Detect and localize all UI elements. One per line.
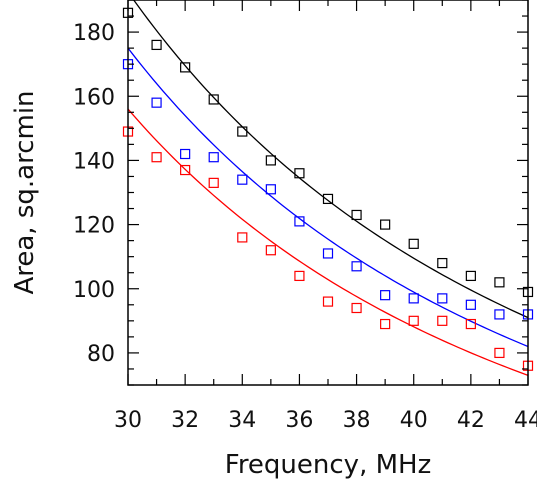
data-point-s2 [351, 261, 362, 272]
data-point-s1 [265, 155, 276, 166]
data-point-s1 [408, 238, 419, 249]
y-tick-label: 180 [73, 21, 115, 46]
data-point-s3 [437, 315, 448, 326]
data-point-s1 [380, 219, 391, 230]
x-tick-label: 32 [171, 408, 199, 433]
data-point-s3 [151, 152, 162, 163]
data-point-s2 [322, 248, 334, 259]
x-tick-label: 34 [228, 408, 256, 433]
data-point-s1 [180, 62, 191, 73]
data-point-s1 [294, 168, 305, 179]
fit-curve-2 [127, 47, 529, 348]
data-point-s2 [465, 299, 476, 310]
x-tick-label: 30 [114, 408, 142, 433]
data-point-s3 [294, 270, 305, 282]
data-point-s2 [437, 293, 448, 304]
fit-curve-1 [133, 0, 529, 319]
data-point-s1 [208, 94, 219, 105]
x-tick-label: 44 [514, 408, 537, 433]
x-tick-label: 42 [457, 408, 485, 433]
axis-ticks [127, 0, 529, 386]
x-tick-label: 36 [285, 408, 313, 433]
data-point-s3 [408, 315, 419, 326]
data-point-s2 [294, 216, 305, 227]
data-point-s2 [180, 148, 191, 160]
data-point-s1 [351, 209, 362, 221]
fit-curve-3 [127, 108, 529, 376]
data-point-s3 [208, 177, 219, 188]
data-point-s3 [322, 296, 334, 307]
y-tick-labels: 80 100 120 140 160 180 [73, 21, 115, 367]
data-point-s1 [237, 126, 248, 137]
y-axis-title: Area, sq.arcmin [10, 90, 40, 294]
data-point-s1 [151, 39, 162, 51]
data-point-s1 [437, 257, 448, 269]
data-point-s2 [265, 184, 276, 195]
data-point-s3 [494, 347, 505, 359]
data-point-s2 [151, 97, 162, 108]
data-point-s2 [208, 152, 219, 163]
data-markers [122, 7, 534, 371]
fit-curves [127, 0, 529, 376]
data-point-s1 [494, 277, 505, 288]
data-point-s3 [465, 318, 476, 330]
y-tick-label: 160 [73, 85, 115, 110]
data-point-s2 [494, 309, 505, 320]
data-point-s3 [351, 302, 362, 314]
data-point-s2 [380, 290, 391, 301]
data-point-s2 [237, 174, 248, 185]
x-axis-title: Frequency, MHz [225, 450, 431, 480]
y-tick-label: 80 [87, 342, 115, 367]
plot-frame [127, 0, 529, 386]
data-point-s1 [322, 193, 334, 205]
data-point-s3 [265, 245, 276, 256]
data-point-s3 [237, 232, 248, 243]
y-tick-label: 120 [73, 214, 115, 239]
y-tick-label: 100 [73, 278, 115, 303]
x-tick-label: 38 [343, 408, 371, 433]
data-point-s3 [380, 318, 391, 330]
data-point-s1 [465, 270, 476, 282]
y-tick-label: 140 [73, 149, 115, 174]
data-point-s3 [180, 164, 191, 176]
x-tick-label: 40 [400, 408, 428, 433]
x-tick-labels: 30 32 34 36 38 40 42 44 [114, 408, 537, 433]
data-point-s2 [408, 293, 419, 304]
